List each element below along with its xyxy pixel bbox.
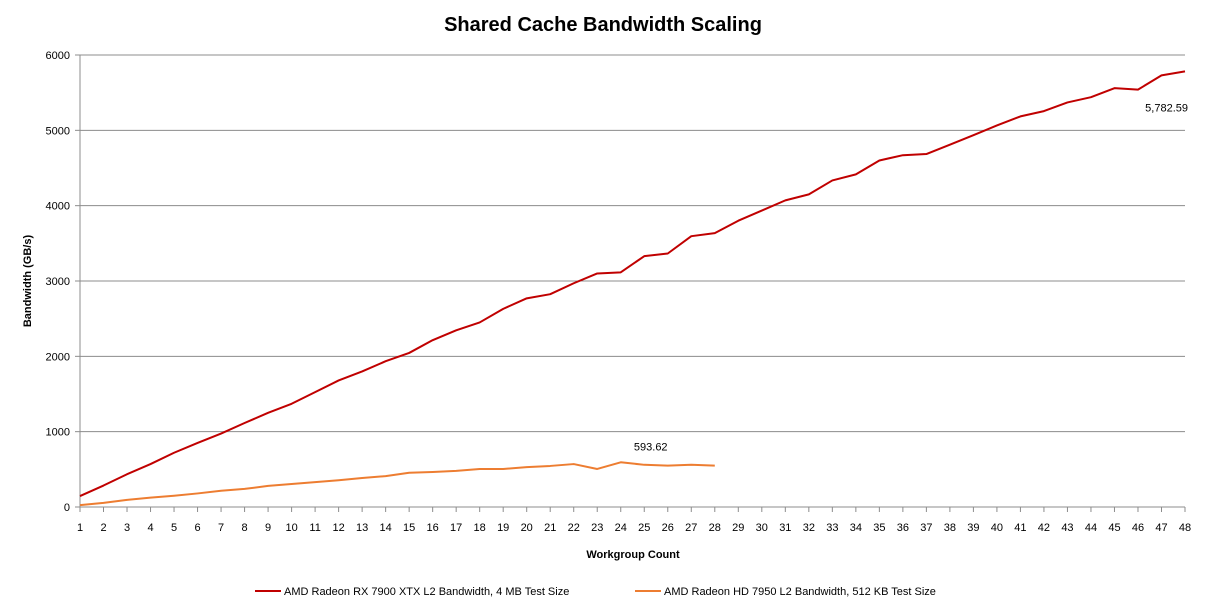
x-tick-label: 44 [1085,522,1097,534]
x-tick-label: 11 [309,522,320,534]
chart-title: Shared Cache Bandwidth Scaling [444,14,762,36]
y-tick-label: 3000 [46,276,70,288]
legend-label-2: AMD Radeon HD 7950 L2 Bandwidth, 512 KB … [664,586,936,598]
data-label-series-2: 593.62 [634,441,668,453]
y-tick-label: 6000 [46,50,70,62]
x-tick-label: 31 [779,522,791,534]
x-tick-label: 14 [380,522,392,534]
x-tick-label: 9 [265,522,271,534]
x-tick-label: 46 [1132,522,1144,534]
x-tick-label: 23 [591,522,603,534]
x-tick-label: 27 [685,522,697,534]
data-labels: 5,782.59 593.62 [634,102,1188,453]
series-lines [79,70,1186,507]
data-label-series-1: 5,782.59 [1145,102,1188,114]
x-tick-label: 25 [638,522,650,534]
x-tick-label: 17 [450,522,462,534]
x-tick-label: 19 [497,522,509,534]
legend-label-1: AMD Radeon RX 7900 XTX L2 Bandwidth, 4 M… [284,586,569,598]
x-tick-label: 3 [124,522,130,534]
x-tick-label: 30 [756,522,768,534]
x-tick-label: 16 [427,522,439,534]
x-tick-label: 36 [897,522,909,534]
x-tick-label: 42 [1038,522,1050,534]
x-tick-label: 13 [356,522,368,534]
x-tick-label: 20 [521,522,533,534]
x-tick-label: 32 [803,522,815,534]
legend: AMD Radeon RX 7900 XTX L2 Bandwidth, 4 M… [255,586,936,598]
x-tick-label: 1 [77,522,83,534]
x-tick-label: 7 [218,522,224,534]
y-tick-label: 4000 [46,201,70,213]
x-tick-label: 12 [332,522,344,534]
x-tick-label: 39 [967,522,979,534]
x-tick-label: 26 [662,522,674,534]
x-tick-label: 47 [1155,522,1167,534]
x-axis-label: Workgroup Count [586,549,680,561]
x-tick-label: 21 [544,522,556,534]
series-line-1 [79,70,1186,497]
y-tick-label: 1000 [46,427,70,439]
x-tick-label: 38 [944,522,956,534]
gridlines [80,54,1185,433]
x-tick-label: 6 [194,522,200,534]
series-line-2 [79,461,715,507]
x-tick-label: 37 [920,522,932,534]
y-tick-label: 2000 [46,351,70,363]
x-tick-label: 8 [242,522,248,534]
x-tick-label: 40 [991,522,1003,534]
x-tick-label: 24 [615,522,627,534]
x-tick-label: 33 [826,522,838,534]
x-tick-label: 22 [568,522,580,534]
x-tick-label: 29 [732,522,744,534]
x-tick-label: 41 [1014,522,1026,534]
x-tick-label: 15 [403,522,415,534]
x-tick-label: 2 [100,522,106,534]
y-axis-label: Bandwidth (GB/s) [22,235,34,328]
x-tick-label: 43 [1061,522,1073,534]
x-tick-label: 34 [850,522,862,534]
x-tick-label: 10 [285,522,297,534]
x-tick-label: 45 [1108,522,1120,534]
x-tick-label: 28 [709,522,721,534]
x-tick-label: 5 [171,522,177,534]
y-tick-label: 0 [64,502,70,514]
x-tick-label: 35 [873,522,885,534]
x-tick-label: 4 [147,522,153,534]
x-tick-label: 48 [1179,522,1191,534]
x-tick-label: 18 [474,522,486,534]
y-tick-label: 5000 [46,125,70,137]
